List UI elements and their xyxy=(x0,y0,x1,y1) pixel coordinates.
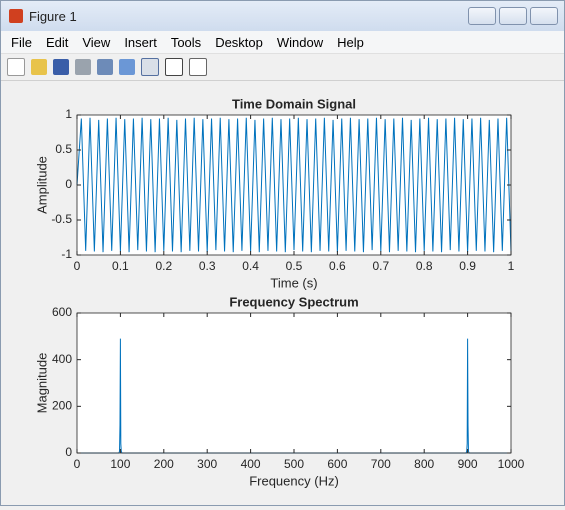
window-buttons xyxy=(468,7,558,25)
x-tick-label: 0.8 xyxy=(416,259,433,273)
x-tick-label: 0.1 xyxy=(112,259,129,273)
open-icon[interactable] xyxy=(31,59,47,75)
x-tick-label: 0.3 xyxy=(199,259,216,273)
menu-item[interactable]: Tools xyxy=(170,34,202,50)
chart-title: Frequency Spectrum xyxy=(229,294,358,309)
maximize-button[interactable] xyxy=(499,7,527,25)
x-tick-label: 800 xyxy=(414,457,434,471)
colorbar-icon[interactable] xyxy=(119,59,135,75)
x-tick-label: 300 xyxy=(197,457,217,471)
x-tick-label: 500 xyxy=(284,457,304,471)
legend-icon[interactable] xyxy=(141,58,159,76)
y-tick-label: -0.5 xyxy=(51,212,72,226)
x-tick-label: 0.4 xyxy=(242,259,259,273)
x-tick-label: 0.6 xyxy=(329,259,346,273)
minimize-button[interactable] xyxy=(468,7,496,25)
app-icon xyxy=(9,9,23,23)
new-icon[interactable] xyxy=(7,58,25,76)
y-tick-label: -1 xyxy=(61,247,72,261)
x-axis-label: Time (s) xyxy=(270,275,317,290)
y-axis-label: Magnitude xyxy=(34,353,49,414)
y-tick-label: 0 xyxy=(65,445,72,459)
x-tick-label: 200 xyxy=(154,457,174,471)
y-tick-label: 0.5 xyxy=(55,142,72,156)
property-icon[interactable] xyxy=(189,58,207,76)
x-tick-label: 100 xyxy=(110,457,130,471)
save-icon[interactable] xyxy=(53,59,69,75)
x-tick-label: 0 xyxy=(74,259,81,273)
menu-bar: File Edit View Insert Tools Desktop Window Help xyxy=(1,31,564,54)
x-tick-label: 0.7 xyxy=(372,259,389,273)
window-title: Figure 1 xyxy=(29,8,77,24)
x-axis-label: Frequency (Hz) xyxy=(249,473,339,488)
signal-line xyxy=(76,117,512,253)
menu-item[interactable]: File xyxy=(11,34,32,50)
y-tick-label: 600 xyxy=(52,305,72,319)
chart-title: Time Domain Signal xyxy=(232,96,356,111)
select-icon[interactable] xyxy=(165,58,183,76)
axes-background xyxy=(77,313,511,453)
figure-area: 0 0.1 0.2 0.3 0.4 0.5 0.6 0.7 0.8 0.9 1 -1 -0.5 0 0.5 1… xyxy=(34,96,525,488)
x-tick-label: 0.5 xyxy=(286,259,303,273)
x-tick-label: 0 xyxy=(74,457,81,471)
menu-item[interactable]: Edit xyxy=(45,34,69,50)
menu-item[interactable]: Desktop xyxy=(215,34,263,50)
menu-item[interactable]: Window xyxy=(276,34,324,50)
x-tick-label: 1000 xyxy=(498,457,525,471)
y-axis-label: Amplitude xyxy=(34,156,49,214)
x-tick-label: 1 xyxy=(508,259,515,273)
menu-item[interactable]: Insert xyxy=(124,34,157,50)
menu-item[interactable]: View xyxy=(82,34,111,50)
y-tick-label: 400 xyxy=(52,352,72,366)
close-button[interactable] xyxy=(530,7,558,25)
axes-background xyxy=(77,115,511,255)
title-bar: Figure 1 xyxy=(1,1,564,31)
x-tick-label: 900 xyxy=(458,457,478,471)
y-tick-label: 1 xyxy=(65,107,72,121)
x-tick-label: 600 xyxy=(327,457,347,471)
x-tick-label: 0.2 xyxy=(155,259,172,273)
link-icon[interactable] xyxy=(97,59,113,75)
x-tick-label: 700 xyxy=(371,457,391,471)
menu-item[interactable]: Help xyxy=(337,34,364,50)
toolbar xyxy=(1,54,564,81)
y-tick-label: 0 xyxy=(65,177,72,191)
x-tick-label: 0.9 xyxy=(459,259,476,273)
x-tick-label: 400 xyxy=(241,457,261,471)
print-icon[interactable] xyxy=(75,59,91,75)
y-tick-label: 200 xyxy=(52,399,72,413)
